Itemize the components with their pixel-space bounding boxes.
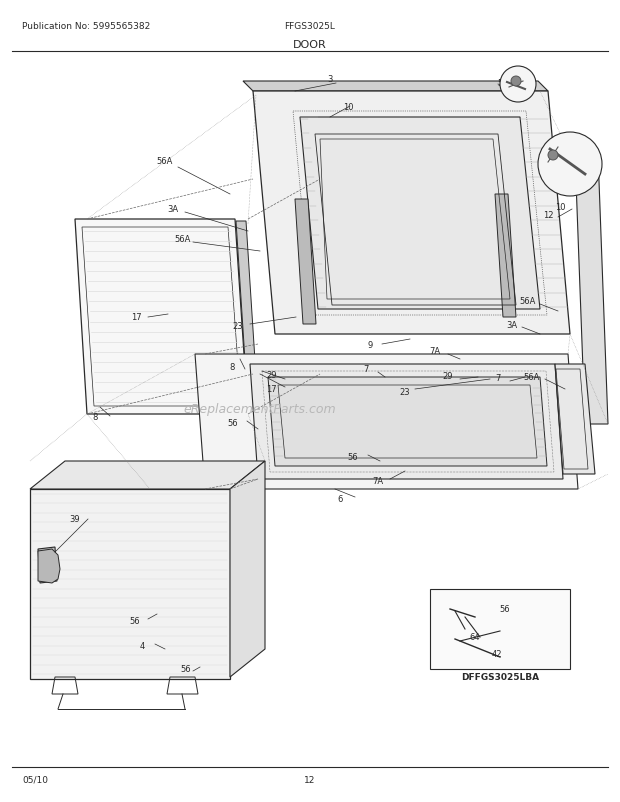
Polygon shape [295, 200, 316, 325]
Text: 56A: 56A [524, 373, 540, 382]
Text: 56: 56 [130, 617, 140, 626]
Text: 56: 56 [180, 665, 192, 674]
Text: 12: 12 [542, 210, 553, 219]
Circle shape [451, 608, 459, 616]
Text: DOOR: DOOR [293, 40, 327, 50]
Text: 29: 29 [267, 371, 277, 380]
Polygon shape [230, 461, 265, 677]
Text: 17: 17 [131, 313, 141, 322]
Text: 42: 42 [492, 650, 502, 658]
Text: 56A: 56A [520, 297, 536, 306]
Text: 7: 7 [363, 365, 369, 374]
Text: 23: 23 [400, 388, 410, 397]
Polygon shape [236, 221, 258, 407]
Text: 8: 8 [92, 413, 98, 422]
Polygon shape [268, 378, 547, 467]
Polygon shape [38, 549, 60, 583]
Polygon shape [575, 155, 608, 424]
Text: 7: 7 [495, 374, 501, 383]
Text: 9: 9 [368, 341, 373, 350]
Text: 8: 8 [229, 363, 235, 372]
Text: 4: 4 [140, 642, 144, 650]
Text: 29: 29 [443, 372, 453, 381]
Text: 39: 39 [69, 515, 81, 524]
Circle shape [511, 77, 521, 87]
Text: 3A: 3A [167, 205, 179, 214]
Text: 56A: 56A [157, 157, 173, 166]
Text: FFGS3025L: FFGS3025L [285, 22, 335, 31]
Polygon shape [495, 195, 516, 318]
Text: 17: 17 [266, 385, 277, 394]
Text: 56A: 56A [175, 235, 191, 244]
Polygon shape [30, 489, 230, 679]
Text: Publication No: 5995565382: Publication No: 5995565382 [22, 22, 150, 31]
Polygon shape [253, 92, 570, 334]
Text: 7A: 7A [430, 347, 441, 356]
Text: eReplacementParts.com: eReplacementParts.com [184, 403, 336, 416]
Polygon shape [38, 547, 57, 583]
Text: 56: 56 [348, 453, 358, 462]
Text: 10: 10 [555, 203, 565, 213]
Text: DFFGS3025LBA: DFFGS3025LBA [461, 673, 539, 682]
Polygon shape [555, 365, 595, 475]
Text: 3: 3 [327, 75, 333, 84]
Text: 56: 56 [498, 79, 508, 87]
Polygon shape [30, 461, 265, 489]
Text: 10: 10 [343, 103, 353, 112]
Polygon shape [430, 589, 570, 669]
Polygon shape [195, 354, 578, 489]
Text: 64: 64 [470, 633, 480, 642]
Text: 56: 56 [500, 605, 510, 614]
Polygon shape [75, 220, 248, 415]
Polygon shape [250, 365, 563, 480]
Text: 6: 6 [337, 495, 343, 504]
Text: 7A: 7A [373, 477, 384, 486]
Polygon shape [243, 82, 548, 92]
Text: 56: 56 [228, 419, 238, 428]
Text: 23: 23 [232, 322, 243, 331]
Text: 12: 12 [304, 775, 316, 784]
Circle shape [500, 67, 536, 103]
Circle shape [469, 613, 476, 620]
Circle shape [538, 133, 602, 196]
Polygon shape [300, 118, 540, 310]
Text: 3A: 3A [507, 321, 518, 330]
Circle shape [548, 151, 558, 160]
Text: 05/10: 05/10 [22, 775, 48, 784]
Circle shape [476, 647, 484, 655]
